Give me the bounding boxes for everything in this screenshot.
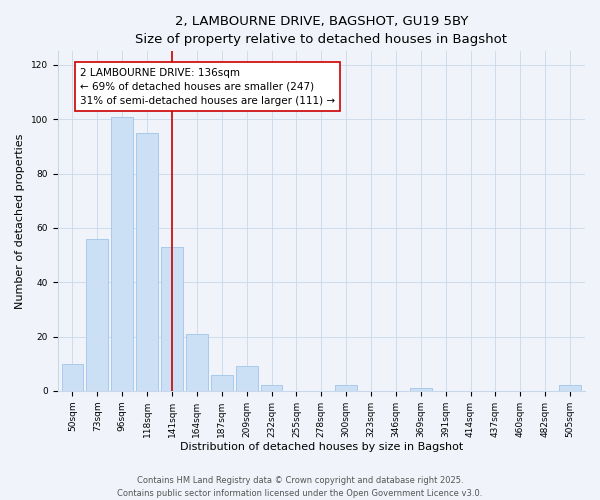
Title: 2, LAMBOURNE DRIVE, BAGSHOT, GU19 5BY
Size of property relative to detached hous: 2, LAMBOURNE DRIVE, BAGSHOT, GU19 5BY Si… [135,15,507,46]
Text: 2 LAMBOURNE DRIVE: 136sqm
← 69% of detached houses are smaller (247)
31% of semi: 2 LAMBOURNE DRIVE: 136sqm ← 69% of detac… [80,68,335,106]
Bar [161,247,183,391]
Bar [335,386,357,391]
Bar [260,386,283,391]
Bar [410,388,432,391]
Bar [111,116,133,391]
X-axis label: Distribution of detached houses by size in Bagshot: Distribution of detached houses by size … [179,442,463,452]
Bar [236,366,257,391]
Bar [186,334,208,391]
Bar [86,238,108,391]
Y-axis label: Number of detached properties: Number of detached properties [15,134,25,309]
Text: Contains HM Land Registry data © Crown copyright and database right 2025.
Contai: Contains HM Land Registry data © Crown c… [118,476,482,498]
Bar [136,133,158,391]
Bar [211,374,233,391]
Bar [62,364,83,391]
Bar [559,386,581,391]
